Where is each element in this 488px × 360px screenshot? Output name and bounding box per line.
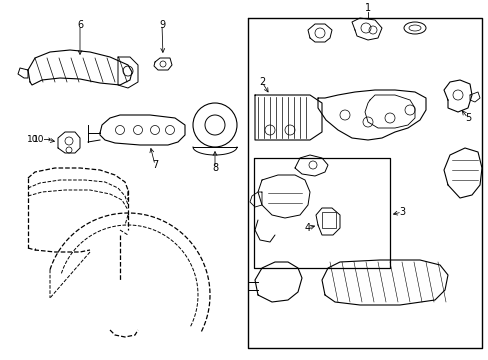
Text: 2: 2: [258, 77, 264, 87]
Text: 6: 6: [77, 20, 83, 30]
Text: 8: 8: [211, 163, 218, 173]
Text: 10: 10: [26, 135, 38, 144]
Text: 5: 5: [464, 113, 470, 123]
Text: 9: 9: [159, 20, 165, 30]
Text: 4: 4: [305, 223, 310, 233]
Text: 3: 3: [398, 207, 404, 217]
Text: 7: 7: [152, 160, 158, 170]
Text: 10→: 10→: [32, 135, 51, 144]
Bar: [321, 212, 335, 228]
Text: 1: 1: [364, 3, 370, 13]
